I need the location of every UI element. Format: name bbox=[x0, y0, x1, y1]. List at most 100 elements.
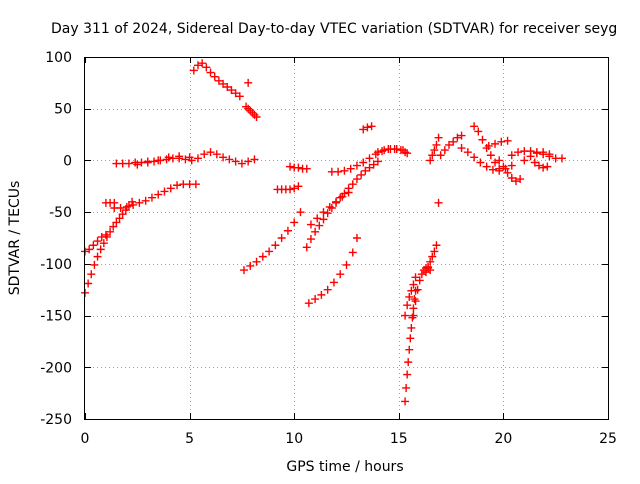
data-point bbox=[539, 148, 548, 157]
data-point bbox=[428, 252, 437, 261]
data-series-24 bbox=[436, 131, 466, 160]
data-point bbox=[344, 188, 353, 197]
data-point bbox=[470, 122, 479, 131]
data-point bbox=[323, 285, 332, 294]
data-point bbox=[206, 68, 215, 77]
data-point bbox=[348, 248, 357, 257]
y-tick-label: -100 bbox=[40, 257, 72, 273]
data-point bbox=[486, 151, 495, 160]
data-point bbox=[84, 279, 93, 288]
data-series-6 bbox=[189, 59, 244, 101]
x-tick-label: 25 bbox=[599, 431, 617, 447]
data-point bbox=[239, 266, 248, 275]
data-point bbox=[325, 202, 334, 211]
data-point bbox=[319, 208, 328, 217]
data-point bbox=[258, 252, 267, 261]
data-point bbox=[426, 257, 435, 266]
x-tick-label: 15 bbox=[390, 431, 408, 447]
data-series-5 bbox=[133, 152, 194, 169]
data-series-22 bbox=[434, 198, 443, 207]
data-point bbox=[436, 151, 445, 160]
data-point bbox=[115, 214, 124, 223]
data-series-16 bbox=[359, 122, 376, 134]
data-point bbox=[557, 154, 566, 163]
data-point bbox=[329, 278, 338, 287]
data-series-17 bbox=[373, 145, 412, 158]
data-point bbox=[426, 156, 435, 165]
data-point bbox=[514, 148, 523, 157]
data-point bbox=[352, 175, 361, 184]
y-tick-label: 100 bbox=[45, 50, 72, 66]
data-point bbox=[93, 237, 102, 246]
data-point bbox=[193, 61, 202, 70]
data-point bbox=[484, 141, 493, 150]
data-point bbox=[122, 202, 131, 211]
y-tick-label: 0 bbox=[63, 153, 72, 169]
y-tick-label: -250 bbox=[40, 412, 72, 428]
data-point bbox=[141, 196, 150, 205]
data-point bbox=[96, 245, 105, 254]
data-point bbox=[250, 155, 259, 164]
data-point bbox=[252, 257, 261, 266]
data-point bbox=[476, 158, 485, 167]
data-point bbox=[277, 234, 286, 242]
y-axis-label: SDTVAR / TECUs bbox=[7, 181, 23, 296]
data-series-28 bbox=[495, 156, 525, 186]
x-tick-label: 20 bbox=[494, 431, 512, 447]
data-point bbox=[352, 234, 361, 242]
data-series-23 bbox=[426, 133, 443, 165]
data-series-7 bbox=[244, 78, 253, 87]
plot-frame bbox=[84, 57, 609, 420]
data-point bbox=[499, 162, 508, 171]
data-point bbox=[405, 345, 414, 354]
data-point bbox=[365, 154, 374, 163]
data-point bbox=[457, 144, 466, 153]
data-point bbox=[206, 148, 215, 157]
data-point bbox=[516, 175, 525, 184]
data-point bbox=[361, 166, 370, 175]
data-point bbox=[164, 153, 173, 162]
data-series-30 bbox=[520, 148, 554, 165]
data-point bbox=[507, 151, 516, 160]
data-point bbox=[507, 174, 516, 183]
data-point bbox=[323, 209, 332, 218]
y-tick-label: -50 bbox=[49, 205, 72, 221]
data-point bbox=[491, 158, 500, 167]
data-point bbox=[304, 299, 313, 308]
data-point bbox=[532, 149, 541, 158]
data-point bbox=[363, 123, 372, 132]
data-point bbox=[181, 155, 190, 164]
data-point bbox=[227, 86, 236, 95]
data-point bbox=[430, 247, 439, 256]
data-point bbox=[403, 149, 412, 158]
data-point bbox=[411, 273, 420, 282]
data-point bbox=[470, 153, 479, 162]
data-point bbox=[99, 239, 108, 248]
data-point bbox=[495, 166, 504, 175]
data-point bbox=[373, 148, 382, 157]
data-point bbox=[407, 286, 416, 295]
data-point bbox=[109, 222, 118, 231]
data-point bbox=[402, 383, 411, 392]
data-point bbox=[432, 241, 441, 250]
data-point bbox=[133, 160, 142, 169]
data-point bbox=[112, 218, 121, 227]
data-point bbox=[434, 198, 443, 207]
data-point bbox=[252, 112, 261, 121]
data-point bbox=[457, 131, 466, 140]
data-series-11 bbox=[286, 162, 311, 173]
data-point bbox=[317, 290, 326, 299]
data-point bbox=[89, 241, 98, 250]
y-tick-label: -200 bbox=[40, 360, 72, 376]
data-point bbox=[369, 160, 378, 169]
data-point bbox=[497, 137, 506, 146]
data-point bbox=[154, 156, 163, 165]
data-point bbox=[503, 168, 512, 177]
data-point bbox=[225, 155, 234, 164]
data-series-9 bbox=[239, 208, 305, 275]
data-point bbox=[102, 232, 111, 241]
data-point bbox=[223, 82, 232, 91]
data-series-14 bbox=[306, 188, 353, 229]
data-point bbox=[283, 226, 292, 235]
